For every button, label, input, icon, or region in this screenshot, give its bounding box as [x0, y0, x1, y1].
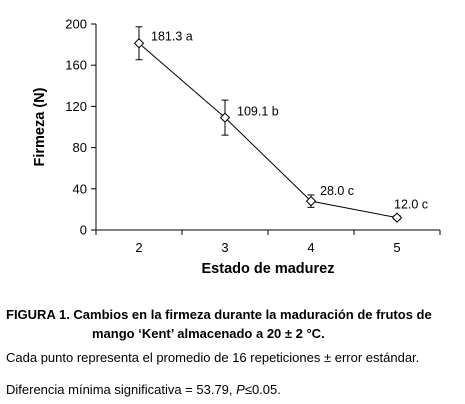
- note-2-suffix: ≤0.05.: [244, 382, 281, 397]
- axes: [95, 24, 440, 231]
- data-label: 181.3 a: [151, 29, 193, 43]
- series-line: [138, 42, 398, 219]
- data-label: 109.1 b: [237, 105, 279, 119]
- y-tick-label: 0: [80, 223, 87, 238]
- x-tick-label: 5: [393, 240, 400, 255]
- data-point: [391, 212, 403, 223]
- y-tick-label: 120: [65, 99, 87, 114]
- x-tick-label: 2: [135, 240, 142, 255]
- caption-line-1: FIGURA 1. Cambios en la firmeza durante …: [6, 307, 432, 322]
- note-2-prefix: Diferencia mínima significativa = 53.79,: [6, 382, 237, 397]
- figure-caption: FIGURA 1. Cambios en la firmeza durante …: [6, 305, 461, 343]
- caption-line-2: mango ‘Kent’ almacenado a 20 ± 2 °C.: [92, 326, 325, 341]
- data-label: 12.0 c: [394, 198, 428, 212]
- x-tick-label: 3: [221, 240, 228, 255]
- y-tick-label: 200: [65, 17, 87, 32]
- note-2-italic: P: [236, 382, 245, 397]
- y-tick-label: 80: [73, 140, 87, 155]
- series-firmeza: 181.3 a 109.1 b 28.0 c 12.0 c: [133, 26, 428, 223]
- caption-note-1: Cada punto representa el promedio de 16 …: [6, 350, 420, 365]
- firmness-chart: 0 40 80 120 160 200 2 3 4 5 181.3 a 109.1 b 28.0 c…: [32, 17, 441, 277]
- y-tick-label: 40: [73, 181, 87, 196]
- x-tick-label: 4: [307, 240, 314, 255]
- data-point: [133, 38, 145, 49]
- x-ticks: 2 3 4 5: [95, 230, 441, 255]
- y-ticks: 0 40 80 120 160 200: [65, 17, 96, 238]
- data-point: [305, 195, 317, 207]
- y-tick-label: 160: [65, 58, 87, 73]
- y-axis-title: Firmeza (N): [32, 87, 48, 166]
- x-axis-title: Estado de madurez: [202, 261, 335, 277]
- caption-note-2: Diferencia mínima significativa = 53.79,…: [6, 382, 281, 397]
- data-point: [219, 112, 231, 123]
- data-label: 28.0 c: [320, 184, 354, 198]
